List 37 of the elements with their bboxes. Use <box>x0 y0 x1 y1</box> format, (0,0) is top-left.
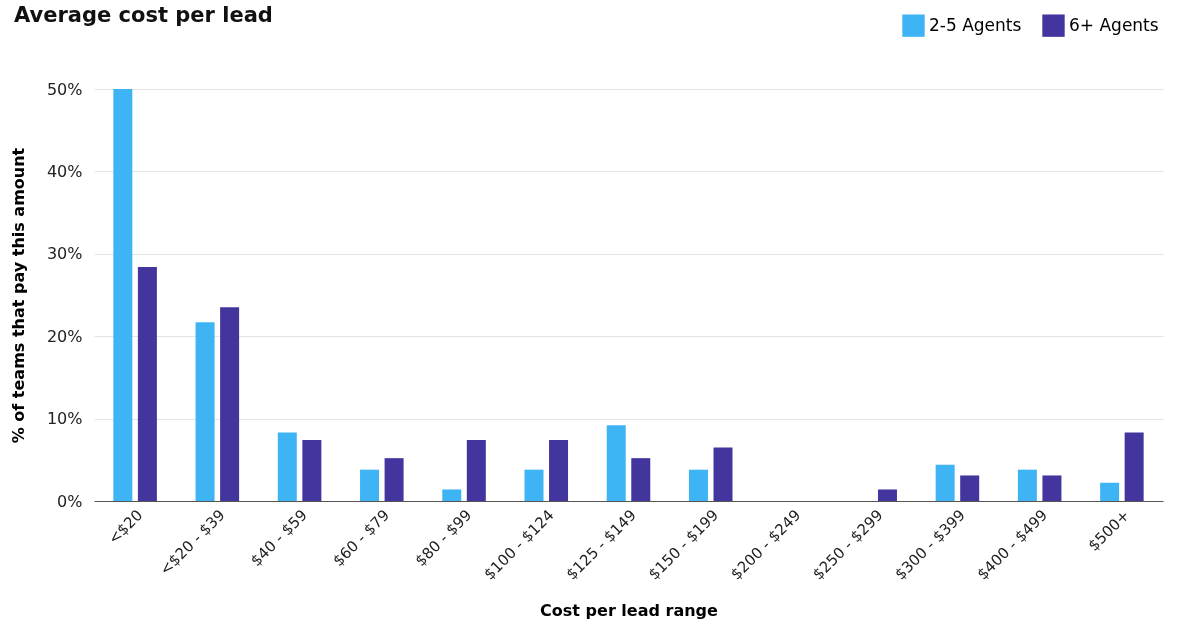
bar <box>302 440 322 501</box>
bar <box>606 425 626 501</box>
bar <box>137 266 157 501</box>
legend-label: 6+ Agents <box>1069 14 1159 35</box>
y-tick-label: 20% <box>46 326 83 346</box>
y-tick-label: 30% <box>46 244 83 264</box>
y-tick-label: 10% <box>46 409 83 429</box>
bar <box>1124 432 1144 501</box>
bar <box>1017 469 1037 501</box>
bar <box>960 475 980 501</box>
bar <box>713 447 733 501</box>
bar <box>688 469 708 501</box>
bar <box>935 464 955 501</box>
x-tick-label: $40 - $59 <box>247 506 311 570</box>
y-tick-label: 50% <box>46 79 83 99</box>
bar <box>524 469 544 501</box>
bar <box>442 489 462 501</box>
x-tick-label: $60 - $79 <box>329 506 394 570</box>
bar <box>631 458 651 501</box>
bar <box>195 322 215 501</box>
y-tick-label: 0% <box>57 491 83 511</box>
legend-label: 2-5 Agents <box>929 14 1022 35</box>
bar <box>384 458 404 501</box>
chart-title: Average cost per lead <box>14 3 273 27</box>
bar <box>220 307 240 501</box>
x-tick-label: $80 - $99 <box>411 506 476 570</box>
bar <box>1100 482 1120 501</box>
y-tick-label: 40% <box>46 161 83 181</box>
bar <box>1042 475 1062 501</box>
bar <box>877 489 897 501</box>
bar <box>360 469 380 501</box>
bar <box>466 440 486 501</box>
bar <box>277 432 297 501</box>
bar <box>549 440 569 501</box>
y-axis-title: % of teams that pay this amount <box>8 147 28 444</box>
bar <box>113 89 133 501</box>
x-axis-title: Cost per lead range <box>540 600 719 620</box>
